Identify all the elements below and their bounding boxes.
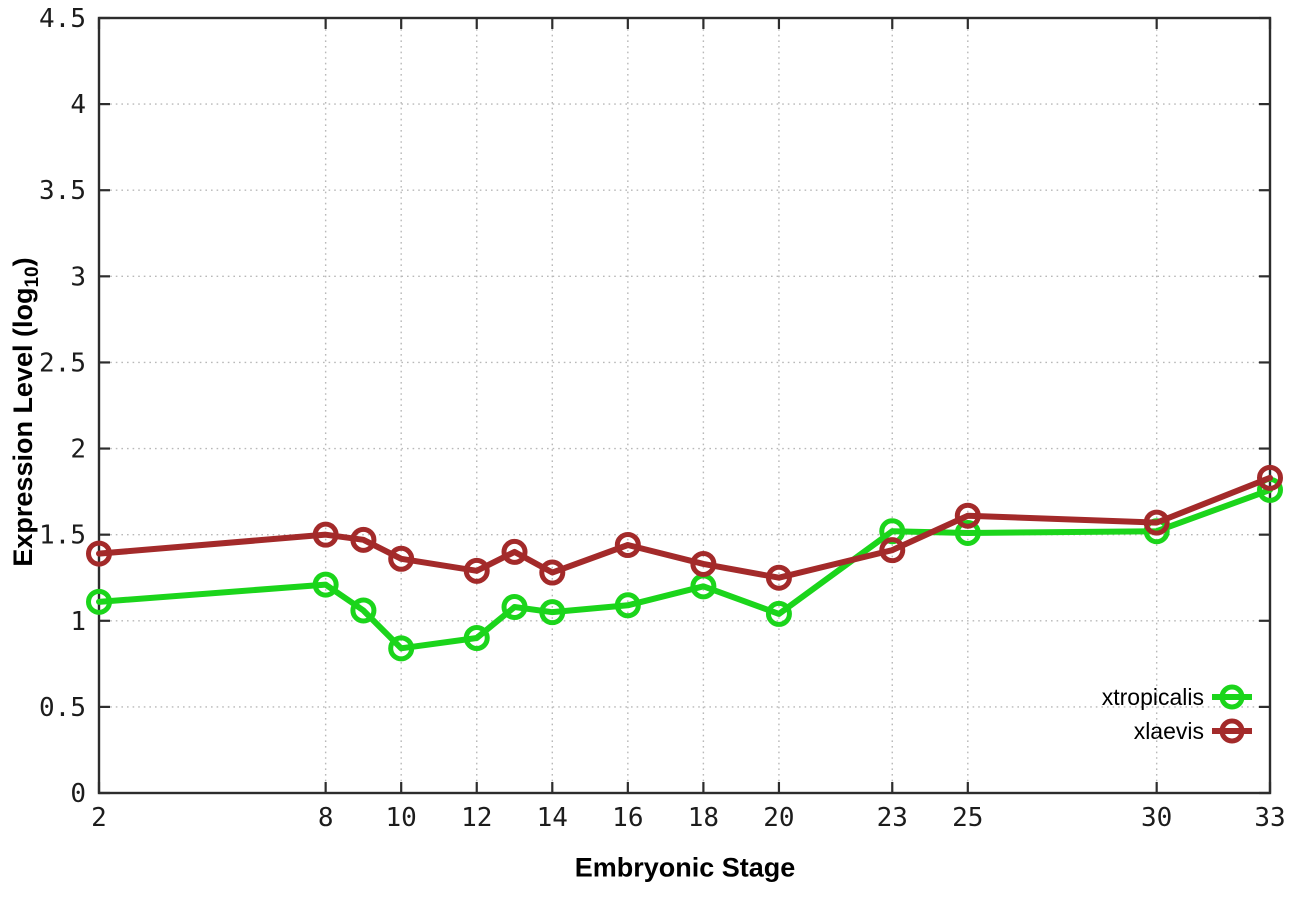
y-tick-label: 2 (70, 435, 86, 465)
x-tick-label: 25 (952, 803, 983, 833)
legend-label: xlaevis (1133, 718, 1204, 744)
plot-border (97, 16, 1272, 795)
series-line-xlaevis (96, 474, 1273, 581)
data-point-xtropicalis (614, 592, 641, 619)
x-tick-label: 20 (763, 803, 794, 833)
data-point-xlaevis (765, 564, 792, 591)
data-point-xtropicalis (388, 635, 415, 662)
x-tick-label: 8 (318, 803, 334, 833)
y-tick-label: 0.5 (39, 693, 86, 723)
data-point-xlaevis (86, 540, 112, 567)
series-marker-icon (1212, 684, 1252, 710)
data-point-xtropicalis (463, 625, 490, 651)
y-axis-title: Expression Level (log10) (8, 257, 44, 566)
data-point-xlaevis (879, 537, 906, 564)
data-point-xtropicalis (765, 600, 792, 627)
y-axis-title-subscript: 10 (22, 266, 44, 288)
y-tick-label: 2.5 (39, 348, 86, 378)
data-point-xlaevis (350, 526, 377, 553)
legend: xtropicalis xlaevis (1102, 682, 1253, 746)
y-tick-label: 3 (70, 262, 86, 292)
data-point-xtropicalis (350, 597, 377, 624)
x-tick-label: 23 (877, 803, 908, 833)
x-tick-label: 2 (91, 803, 107, 833)
x-tick-label: 12 (461, 803, 492, 833)
data-point-xlaevis (312, 521, 339, 548)
legend-label: xtropicalis (1101, 684, 1204, 710)
legend-sample-marker (1219, 718, 1245, 744)
x-axis-title: Embryonic Stage (574, 852, 796, 883)
data-point-xlaevis (1257, 464, 1283, 491)
x-tick-label: 14 (537, 803, 568, 833)
data-point-xlaevis (690, 550, 717, 577)
x-tick-label: 16 (612, 803, 643, 833)
series-marker-icon (1212, 718, 1252, 744)
data-point-xlaevis (954, 502, 981, 529)
series-line-xtropicalis (96, 486, 1273, 652)
y-tick-label: 1 (70, 607, 86, 637)
y-tick-label: 4.5 (39, 4, 86, 34)
data-point-xtropicalis (954, 519, 981, 546)
data-point-xtropicalis (86, 588, 112, 615)
legend-item-xtropicalis: xtropicalis (1102, 682, 1253, 712)
y-tick-label: 0 (70, 779, 86, 809)
data-point-xlaevis (614, 532, 641, 558)
y-axis-title-suffix: ) (7, 257, 38, 267)
x-tick-label: 10 (386, 803, 417, 833)
data-point-xlaevis (539, 559, 566, 586)
y-tick-label: 1.5 (39, 521, 86, 551)
data-point-xlaevis (501, 538, 528, 565)
data-point-xtropicalis (539, 599, 566, 626)
data-point-xtropicalis (501, 594, 528, 620)
x-tick-label: 30 (1141, 803, 1172, 833)
x-tick-label: 18 (688, 803, 719, 833)
legend-sample-marker (1219, 684, 1245, 710)
data-point-xlaevis (1143, 509, 1170, 536)
x-tick-label: 33 (1254, 803, 1285, 833)
data-point-xlaevis (463, 557, 490, 584)
data-point-xlaevis (388, 545, 415, 572)
y-tick-label: 4 (70, 90, 86, 120)
y-axis-title-text: Expression Level (log (7, 287, 38, 567)
legend-item-xlaevis: xlaevis (1134, 716, 1253, 746)
data-point-xtropicalis (312, 571, 339, 598)
y-tick-label: 3.5 (39, 176, 86, 206)
